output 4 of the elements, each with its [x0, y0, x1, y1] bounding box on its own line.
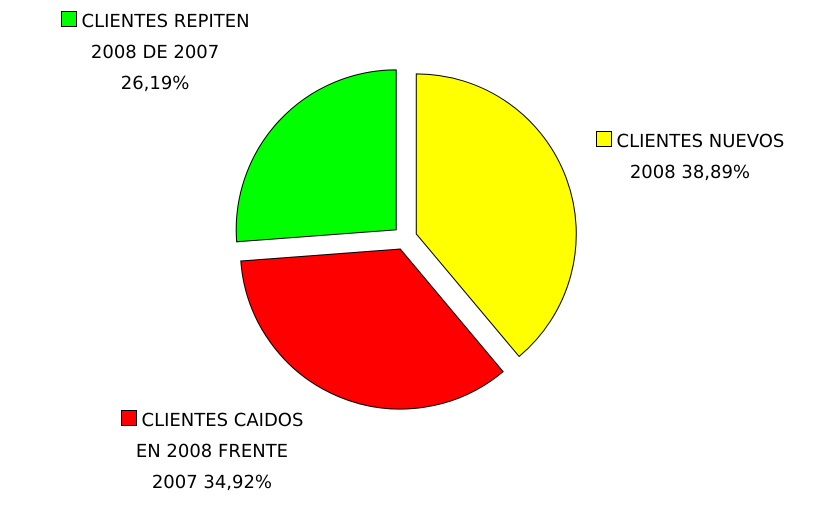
- data-label: 26,19%: [120, 73, 190, 94]
- legend-label: CLIENTES NUEVOS 2008 38,89%: [616, 130, 784, 185]
- legend-label: CLIENTES CAIDOS EN 2008 FRENTE 2007 34,92%: [134, 409, 304, 495]
- legend-label: CLIENTES REPITEN 2008 DE 2007: [82, 11, 250, 63]
